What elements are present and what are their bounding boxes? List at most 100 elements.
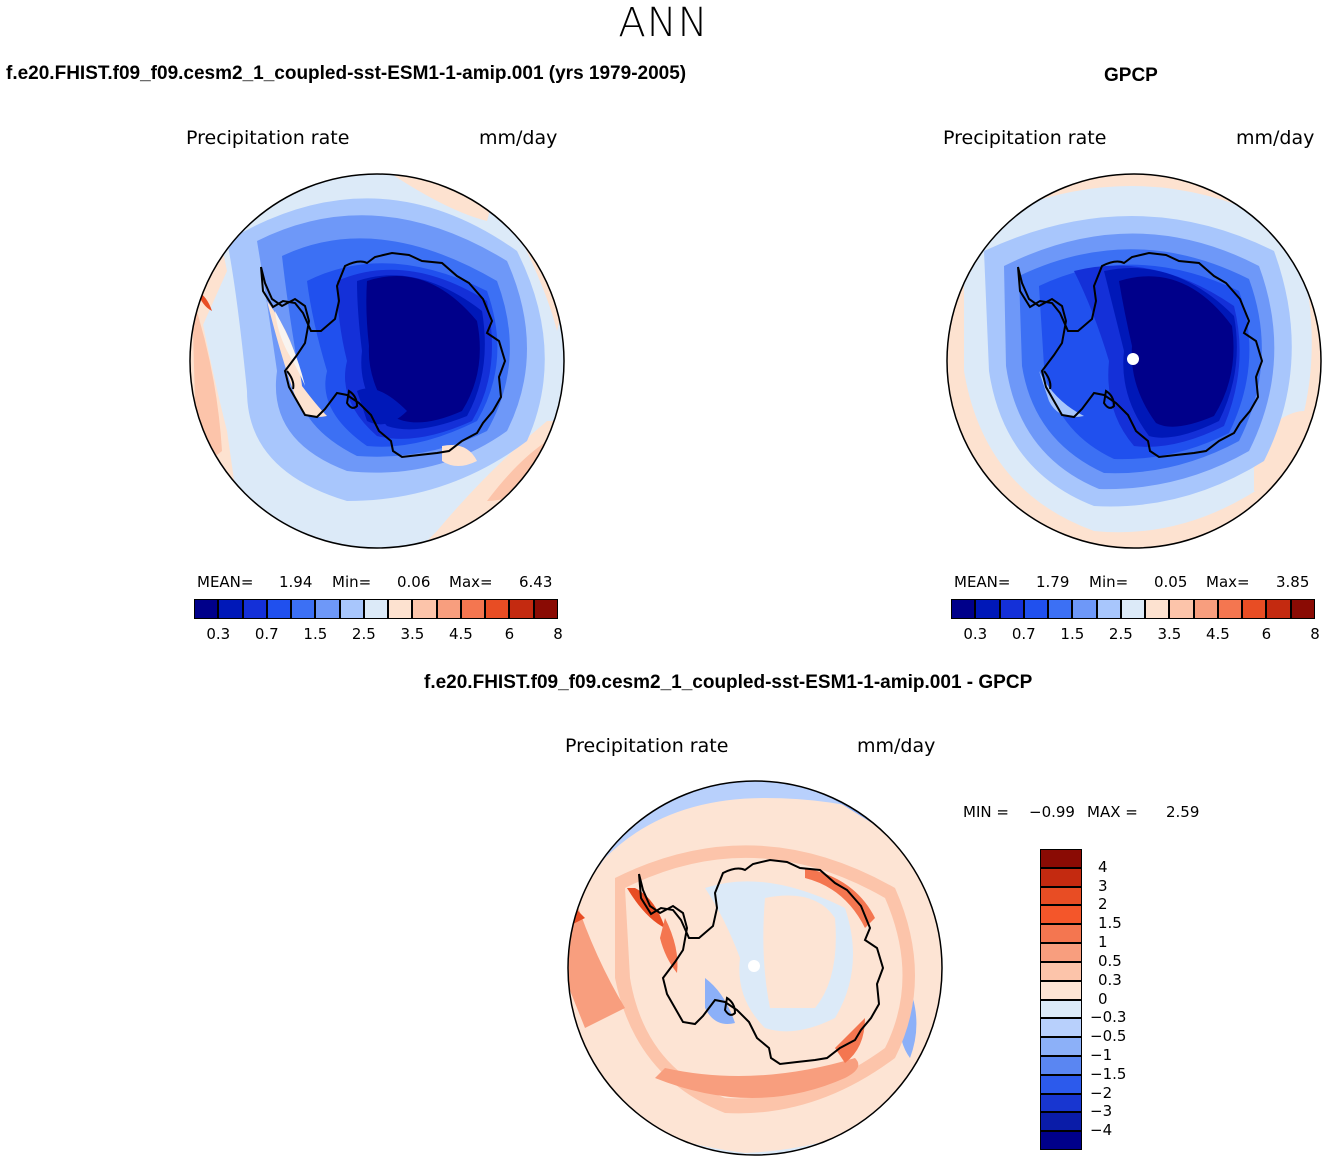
diff-min: −0.99 xyxy=(1029,803,1075,821)
colorbar-panel-2-ticks: 0.3 0.7 1.5 2.5 3.5 4.5 6 8 xyxy=(951,625,1319,645)
colorbar-swatch xyxy=(1145,599,1170,619)
colorbar-swatch xyxy=(1169,599,1194,619)
panel-1-min-label: Min= xyxy=(332,573,372,591)
colorbar-tick-label: 8 xyxy=(1310,625,1320,643)
colorbar-tick-label: 0 xyxy=(1098,989,1108,1008)
colorbar-swatch xyxy=(1048,599,1073,619)
colorbar-tick-label: 0.3 xyxy=(206,625,231,643)
colorbar-tick-label: 1 xyxy=(1098,933,1108,952)
colorbar-swatch xyxy=(291,599,316,619)
colorbar-swatch xyxy=(1193,599,1218,619)
diff-min-label: MIN = xyxy=(963,803,1009,821)
colorbar-swatch xyxy=(509,599,534,619)
colorbar-swatch xyxy=(1040,1018,1082,1038)
panel-1-title: f.e20.FHIST.f09_f09.cesm2_1_coupled-sst-… xyxy=(6,63,687,84)
colorbar-swatch xyxy=(363,599,389,619)
colorbar-swatch xyxy=(1040,1112,1082,1132)
colorbar-swatch xyxy=(1040,1055,1082,1075)
colorbar-swatch xyxy=(1290,599,1315,619)
colorbar-tick-label: 1.5 xyxy=(1060,625,1085,643)
diff-variable: Precipitation rate xyxy=(565,735,729,757)
colorbar-tick-label: 4 xyxy=(1098,857,1108,876)
colorbar-swatch xyxy=(1040,1093,1082,1113)
panel-2-max-label: Max= xyxy=(1206,573,1250,591)
panel-2-mean: 1.79 xyxy=(1036,573,1070,591)
colorbar-tick-label: 2.5 xyxy=(1108,625,1133,643)
colorbar-tick-label: 0.3 xyxy=(1098,970,1122,989)
colorbar-swatch xyxy=(460,599,486,619)
map-panel-1 xyxy=(189,173,565,549)
colorbar-tick-label: −1 xyxy=(1090,1045,1113,1064)
colorbar-tick-label: 4.5 xyxy=(1205,625,1230,643)
colorbar-tick-label: −4 xyxy=(1090,1121,1113,1140)
colorbar-diff xyxy=(1040,849,1082,1150)
colorbar-swatch xyxy=(1040,1074,1082,1094)
panel-1-min: 0.06 xyxy=(397,573,431,591)
panel-1-mean: 1.94 xyxy=(279,573,313,591)
panel-1-variable: Precipitation rate xyxy=(186,127,350,149)
colorbar-swatch xyxy=(1023,599,1049,619)
colorbar-tick-label: −2 xyxy=(1090,1083,1113,1102)
colorbar-swatch xyxy=(1040,961,1082,981)
pole-marker xyxy=(1127,353,1139,365)
colorbar-swatch xyxy=(218,599,243,619)
colorbar-swatch xyxy=(315,599,340,619)
colorbar-swatch xyxy=(412,599,437,619)
colorbar-swatch xyxy=(436,599,461,619)
season-title: ANN xyxy=(618,0,709,46)
colorbar-tick-label: 0.5 xyxy=(1098,951,1122,970)
colorbar-swatch xyxy=(1096,599,1121,619)
map-diff xyxy=(567,780,943,1156)
colorbar-swatch xyxy=(999,599,1024,619)
colorbar-tick-label: 3.5 xyxy=(400,625,425,643)
panel-1-mean-label: MEAN= xyxy=(197,573,254,591)
colorbar-swatch xyxy=(533,599,558,619)
colorbar-panel-2 xyxy=(951,599,1315,619)
panel-2-min: 0.05 xyxy=(1154,573,1188,591)
panel-2-variable: Precipitation rate xyxy=(943,127,1107,149)
colorbar-panel-1-ticks: 0.3 0.7 1.5 2.5 3.5 4.5 6 8 xyxy=(194,625,562,645)
colorbar-swatch xyxy=(1242,599,1267,619)
diff-max: 2.59 xyxy=(1166,803,1200,821)
colorbar-swatch xyxy=(1040,1131,1082,1150)
colorbar-swatch xyxy=(1040,999,1082,1019)
colorbar-tick-label: 3 xyxy=(1098,876,1108,895)
colorbar-swatch xyxy=(951,599,976,619)
colorbar-diff-ticks: 4 3 2 1.5 1 0.5 0.3 0 −0.3 −0.5 −1 −1.5 −2 −3 −4 xyxy=(1090,849,1150,1150)
diff-max-label: MAX = xyxy=(1087,803,1138,821)
colorbar-swatch xyxy=(1040,1037,1082,1056)
colorbar-tick-label: −1.5 xyxy=(1090,1064,1127,1083)
panel-2-units: mm/day xyxy=(1236,127,1315,149)
colorbar-tick-label: 2.5 xyxy=(351,625,376,643)
colorbar-swatch xyxy=(194,599,219,619)
panel-2-max: 3.85 xyxy=(1276,573,1310,591)
colorbar-swatch xyxy=(485,599,510,619)
colorbar-tick-label: 4.5 xyxy=(448,625,473,643)
colorbar-tick-label: 8 xyxy=(553,625,563,643)
colorbar-tick-label: 1.5 xyxy=(1098,914,1122,933)
colorbar-tick-label: −0.5 xyxy=(1090,1027,1127,1046)
colorbar-tick-label: −3 xyxy=(1090,1102,1113,1121)
panel-1-units: mm/day xyxy=(479,127,558,149)
panel-2-title: GPCP xyxy=(1104,65,1158,86)
colorbar-tick-label: −0.3 xyxy=(1090,1008,1127,1027)
panel-1-max-label: Max= xyxy=(449,573,493,591)
colorbar-tick-label: 3.5 xyxy=(1157,625,1182,643)
colorbar-swatch xyxy=(339,599,364,619)
colorbar-tick-label: 6 xyxy=(504,625,515,643)
panel-2-mean-label: MEAN= xyxy=(954,573,1011,591)
colorbar-swatch xyxy=(1217,599,1243,619)
colorbar-swatch xyxy=(1040,924,1082,944)
colorbar-tick-label: 0.7 xyxy=(254,625,279,643)
panel-2-min-label: Min= xyxy=(1089,573,1129,591)
colorbar-swatch xyxy=(1072,599,1097,619)
colorbar-tick-label: 6 xyxy=(1261,625,1272,643)
colorbar-tick-label: 2 xyxy=(1098,895,1108,914)
colorbar-tick-label: 0.3 xyxy=(963,625,988,643)
colorbar-swatch xyxy=(1040,943,1082,962)
diff-units: mm/day xyxy=(857,735,936,757)
colorbar-swatch xyxy=(1040,849,1082,868)
colorbar-swatch xyxy=(1120,599,1146,619)
map-panel-2 xyxy=(946,173,1322,549)
colorbar-swatch xyxy=(1040,980,1082,1000)
